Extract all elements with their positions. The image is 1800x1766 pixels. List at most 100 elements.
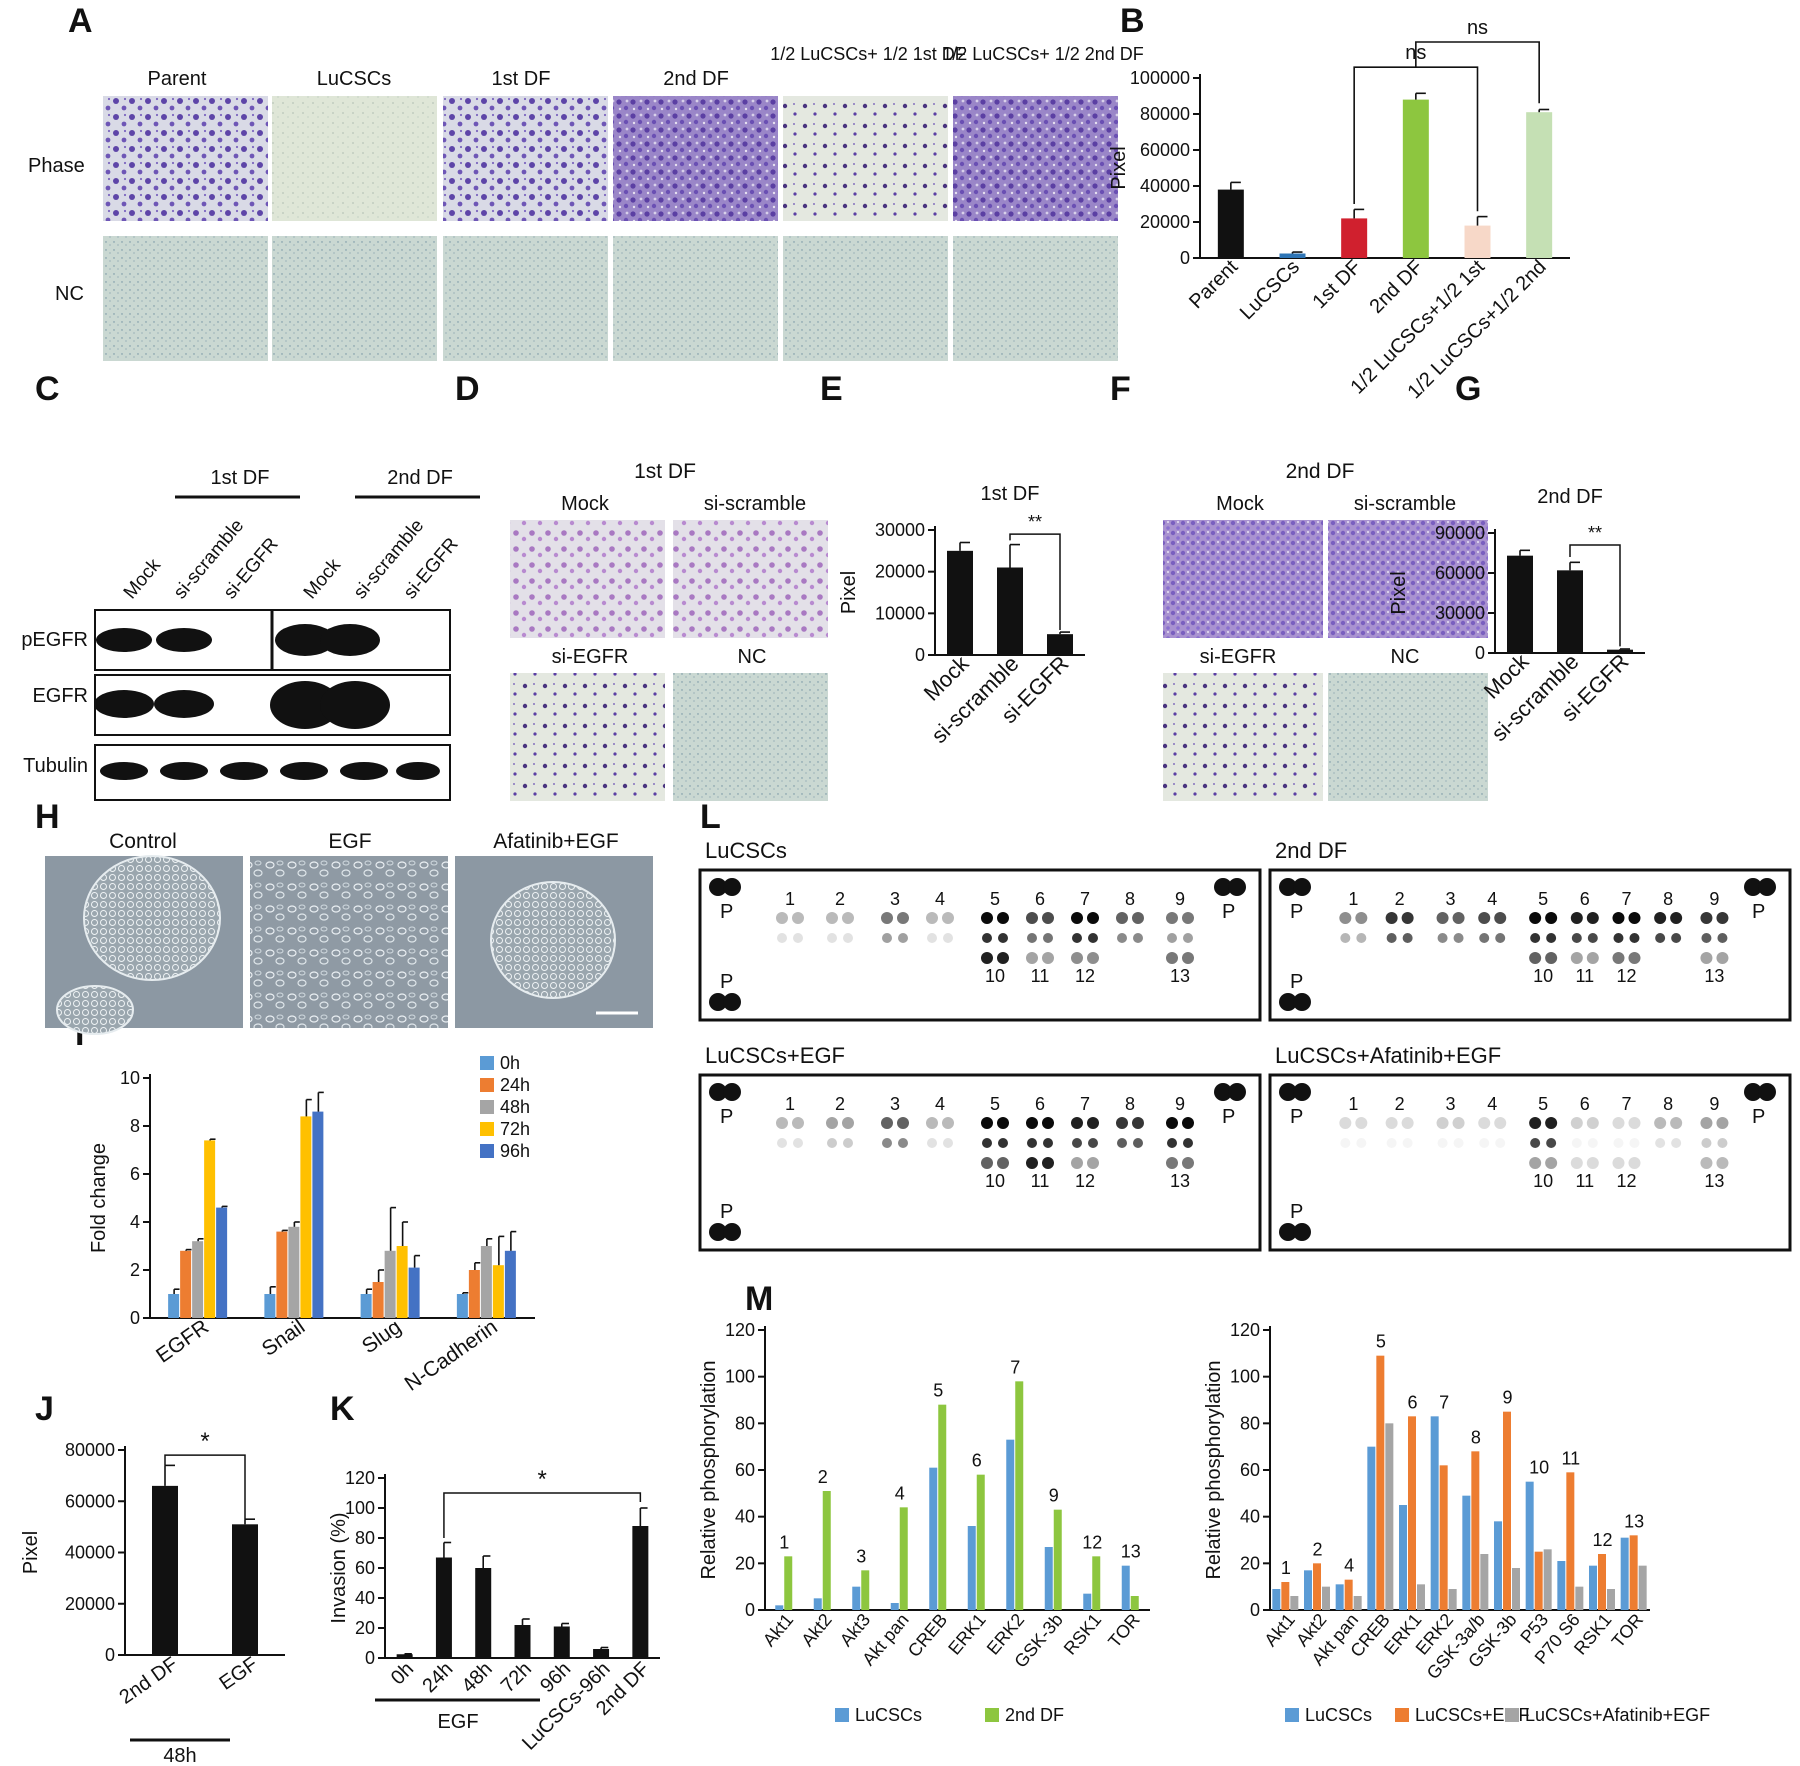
- bar: [232, 1524, 258, 1655]
- blot-dot: [1279, 878, 1297, 896]
- blot-dot: [1133, 933, 1143, 943]
- x-tick-label: Akt2: [797, 1610, 835, 1650]
- y-tick-label: 10000: [875, 603, 925, 623]
- blot-number: 12: [1075, 1171, 1095, 1191]
- panel-letter-h: H: [35, 798, 60, 836]
- panel-a-col-label: 1/2 LuCSCs+ 1/2 2nd DF: [942, 44, 1144, 64]
- data-label: 3: [856, 1546, 866, 1566]
- blot-dot: [1339, 1117, 1352, 1129]
- blot-dot: [827, 1138, 837, 1148]
- blot-dot: [1545, 912, 1558, 924]
- blot-number: 5: [1538, 1094, 1548, 1114]
- blot-number: 4: [1487, 889, 1497, 909]
- blot-band: [156, 628, 212, 652]
- blot-number: 2: [835, 1094, 845, 1114]
- blot-number: 1: [785, 1094, 795, 1114]
- micrograph: [1163, 520, 1323, 638]
- blot-dot: [1183, 1138, 1193, 1148]
- bar: [1448, 1589, 1457, 1610]
- blot-dot: [882, 1138, 892, 1148]
- blot-dot: [1166, 952, 1178, 964]
- y-tick-label: 60: [355, 1558, 375, 1578]
- blot-dot: [1026, 912, 1038, 924]
- blot-p-label: P: [1222, 901, 1235, 923]
- bar: [1385, 1423, 1394, 1610]
- bar: [192, 1241, 204, 1318]
- blot-dot: [1700, 912, 1713, 924]
- blot-dot: [1293, 993, 1311, 1011]
- blot-dot: [1436, 1117, 1449, 1129]
- blot-number: 11: [1031, 966, 1050, 986]
- y-axis-label: Invasion (%): [328, 1512, 350, 1623]
- legend-swatch: [480, 1056, 494, 1070]
- y-axis-label: Relative phosphorylation: [698, 1360, 720, 1579]
- bar: [1083, 1593, 1092, 1610]
- y-tick-label: 80: [1240, 1413, 1260, 1433]
- x-tick-label: 0h: [387, 1658, 418, 1689]
- blot-dot: [1612, 1117, 1625, 1129]
- blot-dot: [898, 933, 908, 943]
- y-tick-label: 0: [130, 1308, 140, 1328]
- bar: [435, 1557, 452, 1658]
- blot-dot: [1758, 1083, 1776, 1101]
- blot-dot: [1529, 952, 1542, 964]
- blot-dot: [777, 1138, 787, 1148]
- panel-f: 2nd DF Mock si-scramble si-EGFR NC: [1163, 460, 1488, 801]
- y-axis-label: Pixel: [1388, 571, 1410, 614]
- blot-dot: [1437, 1138, 1448, 1148]
- blot-dot: [723, 1083, 741, 1101]
- significance-bracket: [1009, 533, 1061, 630]
- bar: [1044, 1547, 1053, 1610]
- bar: [456, 1294, 468, 1318]
- blot-number: 10: [1533, 1171, 1553, 1191]
- y-tick-label: 80000: [65, 1440, 115, 1460]
- panel-letter-f: F: [1110, 370, 1131, 408]
- blot-band: [280, 762, 328, 780]
- blot-dot: [897, 1117, 909, 1129]
- x-tick-label: EGFR: [152, 1315, 213, 1367]
- colony: [56, 985, 134, 1035]
- blot-dot: [843, 1138, 853, 1148]
- blot-number: 6: [1035, 889, 1045, 909]
- blot-dot: [792, 912, 804, 924]
- bar: [1367, 1446, 1376, 1610]
- data-label: 2: [818, 1467, 828, 1487]
- significance-label: *: [200, 1428, 209, 1455]
- micrograph-label: Afatinib+EGF: [493, 830, 618, 853]
- legend-swatch: [835, 1708, 849, 1722]
- blot-dot: [1279, 1223, 1297, 1241]
- blot-dot: [1087, 952, 1099, 964]
- blot-dot: [723, 993, 741, 1011]
- panel-a-row-label: Phase: [28, 155, 85, 177]
- blot-dot: [942, 1117, 954, 1129]
- panel-letter-c: C: [35, 370, 60, 408]
- blot-dot: [927, 933, 937, 943]
- micrograph: [1163, 673, 1323, 801]
- blot-dot: [1629, 1138, 1640, 1148]
- blot-band: [220, 762, 268, 780]
- legend-label: 48h: [500, 1097, 530, 1117]
- blot-dot: [997, 912, 1009, 924]
- bar: [938, 1404, 947, 1610]
- legend-swatch: [480, 1100, 494, 1114]
- blot-dot: [1042, 1117, 1054, 1129]
- blot-number: 13: [1170, 1171, 1190, 1191]
- data-label: 13: [1624, 1511, 1644, 1531]
- blot-dot: [709, 1223, 727, 1241]
- blot-dot: [1479, 1138, 1490, 1148]
- blot-p-label: P: [1290, 901, 1303, 923]
- blot-dot: [1570, 1117, 1583, 1129]
- blot-dot: [1570, 952, 1583, 964]
- blot-number: 3: [890, 1094, 900, 1114]
- micrograph: [953, 236, 1118, 361]
- bar: [1430, 1416, 1439, 1610]
- bar: [468, 1270, 480, 1318]
- blot-title: 2nd DF: [1275, 838, 1347, 863]
- chart-title: 2nd DF: [1537, 486, 1603, 508]
- micrograph: [783, 236, 948, 361]
- y-tick-label: 0: [1250, 1600, 1260, 1620]
- y-tick-label: 20: [735, 1553, 755, 1573]
- blot-dot: [1386, 933, 1397, 943]
- y-tick-label: 40000: [65, 1543, 115, 1563]
